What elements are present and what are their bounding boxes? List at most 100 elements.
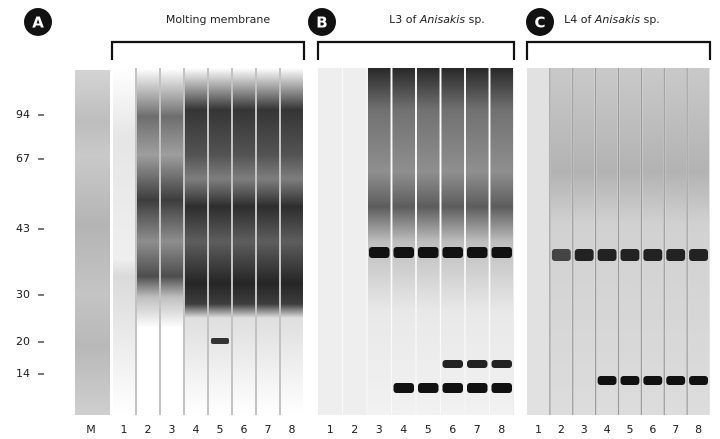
band [369, 247, 390, 258]
band [418, 247, 439, 258]
lane [441, 68, 464, 415]
lane-label: 1 [535, 423, 542, 436]
title-part: sp. [640, 13, 660, 26]
band [597, 376, 617, 385]
band [491, 383, 512, 393]
lane-label: 3 [581, 423, 588, 436]
panel-badge [308, 8, 336, 36]
panel-badge [24, 8, 52, 36]
title-part: Anisakis [419, 13, 465, 26]
lane-label: 6 [241, 423, 248, 436]
lane-label: 7 [474, 423, 481, 436]
band [643, 249, 663, 261]
band [491, 360, 512, 368]
lane-label: 2 [145, 423, 152, 436]
lane [466, 68, 489, 415]
lane-label: 1 [327, 423, 334, 436]
band [643, 376, 663, 385]
lane [137, 68, 159, 415]
lane [417, 68, 440, 415]
band [442, 247, 463, 258]
band [393, 247, 414, 258]
lane-label: 5 [425, 423, 432, 436]
lane-label: 5 [626, 423, 633, 436]
band [620, 249, 640, 261]
lane-label: 3 [169, 423, 176, 436]
panel-label: B [316, 14, 327, 32]
size-label: 94 [16, 108, 30, 121]
panel-title: L3 of Anisakis sp. [389, 13, 485, 26]
title-part: Anisakis [594, 13, 640, 26]
lane-label: 1 [121, 423, 128, 436]
marker-lane-label: M [86, 423, 96, 436]
lane [281, 68, 303, 415]
panel-badge [526, 8, 554, 36]
panel-title: L4 of Anisakis sp. [564, 13, 660, 26]
lane [550, 68, 572, 415]
lane [257, 68, 279, 415]
band [442, 383, 463, 393]
panel-label: A [32, 14, 44, 32]
bracket [525, 40, 712, 60]
title-part: L4 of [564, 13, 595, 26]
band [620, 376, 640, 385]
lane [642, 68, 664, 415]
size-label: 43 [16, 222, 30, 235]
band [689, 249, 708, 261]
lane-label: 4 [604, 423, 611, 436]
band [666, 249, 686, 261]
title-part: sp. [465, 13, 485, 26]
lane [688, 68, 709, 415]
bracket [316, 40, 516, 60]
lane [665, 68, 687, 415]
lane-label: 4 [400, 423, 407, 436]
band [211, 338, 229, 344]
lane [319, 68, 342, 415]
lane [343, 68, 366, 415]
band [418, 383, 439, 393]
lane-label: 5 [217, 423, 224, 436]
title-part: L3 of [389, 13, 420, 26]
lane-label: 7 [672, 423, 679, 436]
lane [619, 68, 641, 415]
lane-label: 4 [193, 423, 200, 436]
lane [209, 68, 231, 415]
lane [392, 68, 415, 415]
band [597, 249, 617, 261]
lane-label: 3 [376, 423, 383, 436]
band [666, 376, 686, 385]
lane-label: 7 [265, 423, 272, 436]
lane-label: 8 [695, 423, 702, 436]
band [467, 360, 488, 368]
lane [528, 68, 549, 415]
size-label: 30 [16, 288, 30, 301]
lane-label: 6 [449, 423, 456, 436]
lane [113, 68, 135, 415]
band [491, 247, 512, 258]
blot-images [75, 68, 710, 415]
size-label: 14 [16, 367, 30, 380]
band [393, 383, 414, 393]
band [467, 383, 488, 393]
band [467, 247, 488, 258]
band [551, 249, 571, 261]
lane [161, 68, 183, 415]
lane [368, 68, 391, 415]
lane [573, 68, 595, 415]
title-part: Molting membrane [166, 13, 271, 26]
lane-label: 8 [498, 423, 505, 436]
marker-strip [75, 70, 110, 415]
bracket [110, 40, 306, 60]
lane-label: 2 [558, 423, 565, 436]
band [689, 376, 708, 385]
lane [490, 68, 513, 415]
panel-title: Molting membrane [166, 13, 271, 26]
lane-label: 8 [289, 423, 296, 436]
panel-label: C [534, 14, 545, 32]
band [442, 360, 463, 368]
size-label: 20 [16, 335, 30, 348]
lane [185, 68, 207, 415]
lane-label: 6 [649, 423, 656, 436]
